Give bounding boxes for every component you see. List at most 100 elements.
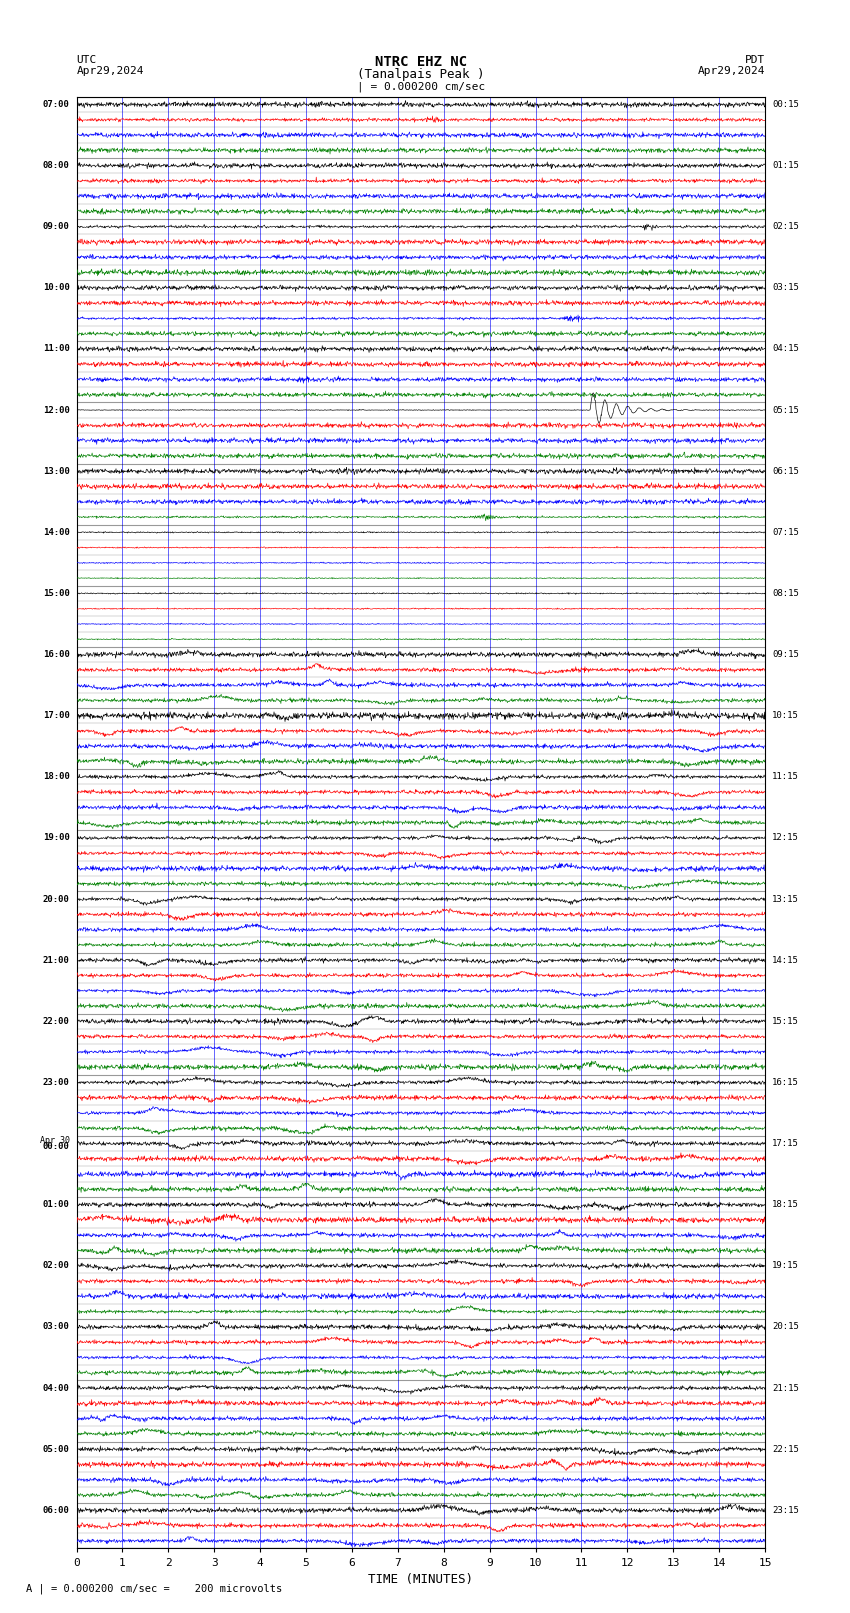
Bar: [76, 953, 765, 968]
Bar: [76, 982, 765, 998]
Text: 02:00: 02:00: [42, 1261, 70, 1271]
Bar: [76, 373, 765, 387]
Bar: [76, 892, 765, 907]
Text: 11:00: 11:00: [42, 345, 70, 353]
Text: PDT: PDT: [745, 55, 765, 65]
Bar: [76, 800, 765, 815]
Text: 15:15: 15:15: [772, 1016, 799, 1026]
Bar: [76, 1166, 765, 1182]
Bar: [76, 861, 765, 876]
Text: 06:00: 06:00: [42, 1507, 70, 1515]
Bar: [76, 677, 765, 692]
Bar: [76, 402, 765, 418]
Text: 20:00: 20:00: [42, 895, 70, 903]
Bar: [76, 342, 765, 356]
Bar: [76, 998, 765, 1013]
Text: 11:15: 11:15: [772, 773, 799, 781]
Bar: [76, 418, 765, 432]
Bar: [76, 1244, 765, 1258]
Bar: [76, 907, 765, 923]
Bar: [76, 1029, 765, 1044]
Bar: [76, 1044, 765, 1060]
Text: 14:15: 14:15: [772, 955, 799, 965]
Bar: [76, 1121, 765, 1136]
Bar: [76, 1442, 765, 1457]
Text: 14:00: 14:00: [42, 527, 70, 537]
Bar: [76, 1013, 765, 1029]
Text: 01:00: 01:00: [42, 1200, 70, 1210]
Bar: [76, 815, 765, 831]
Bar: [76, 1473, 765, 1487]
Text: Apr 30: Apr 30: [40, 1136, 70, 1145]
Bar: [76, 494, 765, 510]
Text: 23:00: 23:00: [42, 1077, 70, 1087]
Bar: [76, 876, 765, 892]
Text: 10:15: 10:15: [772, 711, 799, 719]
Text: 04:00: 04:00: [42, 1384, 70, 1392]
Text: 18:00: 18:00: [42, 773, 70, 781]
Bar: [76, 1303, 765, 1319]
Bar: [76, 448, 765, 463]
Bar: [76, 189, 765, 203]
Text: 02:15: 02:15: [772, 223, 799, 231]
Bar: [76, 586, 765, 602]
Text: 19:00: 19:00: [42, 834, 70, 842]
Bar: [76, 1365, 765, 1381]
Text: 21:00: 21:00: [42, 955, 70, 965]
Text: 08:15: 08:15: [772, 589, 799, 598]
Text: 10:00: 10:00: [42, 284, 70, 292]
Bar: [76, 1518, 765, 1534]
Text: 03:15: 03:15: [772, 284, 799, 292]
Bar: [76, 571, 765, 586]
Bar: [76, 1426, 765, 1442]
Bar: [76, 97, 765, 111]
Text: 09:00: 09:00: [42, 223, 70, 231]
Bar: [76, 1060, 765, 1074]
Text: 07:15: 07:15: [772, 527, 799, 537]
Bar: [76, 1457, 765, 1473]
Bar: [76, 663, 765, 677]
Bar: [76, 968, 765, 982]
Bar: [76, 692, 765, 708]
Bar: [76, 1289, 765, 1303]
Bar: [76, 1395, 765, 1411]
Text: 17:00: 17:00: [42, 711, 70, 719]
X-axis label: TIME (MINUTES): TIME (MINUTES): [368, 1573, 473, 1586]
Bar: [76, 1136, 765, 1152]
Text: 01:15: 01:15: [772, 161, 799, 169]
Bar: [76, 632, 765, 647]
Text: 19:15: 19:15: [772, 1261, 799, 1271]
Bar: [76, 356, 765, 373]
Bar: [76, 311, 765, 326]
Text: 12:00: 12:00: [42, 405, 70, 415]
Bar: [76, 1227, 765, 1244]
Bar: [76, 142, 765, 158]
Bar: [76, 173, 765, 189]
Text: Apr29,2024: Apr29,2024: [76, 66, 144, 76]
Text: 07:00: 07:00: [42, 100, 70, 110]
Text: Apr29,2024: Apr29,2024: [698, 66, 765, 76]
Text: 21:15: 21:15: [772, 1384, 799, 1392]
Text: 09:15: 09:15: [772, 650, 799, 660]
Bar: [76, 739, 765, 753]
Bar: [76, 158, 765, 173]
Text: 17:15: 17:15: [772, 1139, 799, 1148]
Text: 16:15: 16:15: [772, 1077, 799, 1087]
Bar: [76, 203, 765, 219]
Bar: [76, 1350, 765, 1365]
Bar: [76, 479, 765, 494]
Bar: [76, 1381, 765, 1395]
Text: NTRC EHZ NC: NTRC EHZ NC: [375, 55, 467, 69]
Text: 06:15: 06:15: [772, 466, 799, 476]
Text: 12:15: 12:15: [772, 834, 799, 842]
Bar: [76, 127, 765, 142]
Text: A | = 0.000200 cm/sec =    200 microvolts: A | = 0.000200 cm/sec = 200 microvolts: [26, 1582, 281, 1594]
Text: 23:15: 23:15: [772, 1507, 799, 1515]
Text: 15:00: 15:00: [42, 589, 70, 598]
Bar: [76, 1411, 765, 1426]
Bar: [76, 1152, 765, 1166]
Bar: [76, 111, 765, 127]
Bar: [76, 540, 765, 555]
Bar: [76, 937, 765, 953]
Bar: [76, 555, 765, 571]
